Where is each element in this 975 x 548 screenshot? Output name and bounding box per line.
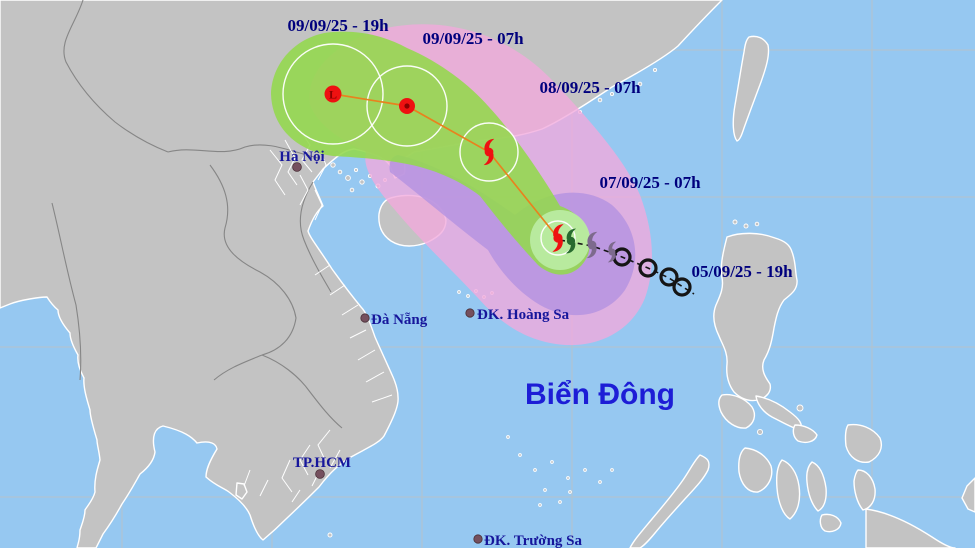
cone-green-forecast	[271, 31, 590, 275]
landmass-panay	[738, 447, 773, 493]
city-dot-tphcm	[315, 469, 325, 479]
sea-name-label: Biển Đông	[525, 378, 675, 411]
landmass-phuquoc	[235, 482, 248, 500]
province-borders	[243, 129, 393, 503]
time-label-0809-07h: 08/09/25 - 07h	[539, 78, 641, 97]
city-dot-danang	[360, 313, 370, 323]
landmass-luzon	[713, 232, 798, 402]
landmass-negros	[775, 459, 801, 520]
forecast-radius-circles	[282, 43, 576, 256]
city-dot-truongsa	[473, 534, 483, 544]
city-label-danang: Đà Nẵng	[371, 312, 428, 328]
city-label-hanoi: Hà Nội	[279, 149, 324, 165]
country-borders	[51, 0, 343, 429]
landmass-masbate	[792, 424, 818, 444]
tropical-depression-circle-icon	[659, 267, 679, 287]
landmass-taiwan	[732, 35, 770, 142]
time-label-0509-19h: 05/09/25 - 19h	[691, 262, 793, 281]
city-dot-hoangsa	[465, 308, 475, 318]
time-label-0709-07h: 07/09/25 - 07h	[599, 173, 701, 192]
low-pressure-letter: L	[329, 88, 337, 102]
time-label-0909-07h: 09/09/25 - 07h	[422, 29, 524, 48]
city-label-truongsa: ĐK. Trường Sa	[484, 533, 583, 548]
city-label-tphcm: TP.HCM	[293, 455, 351, 471]
low-pressure-L-icon: L	[324, 85, 342, 103]
landmass-samar	[844, 423, 883, 464]
storm-center-dot-icon	[399, 98, 415, 114]
tropical-depression-circle-icon	[672, 277, 692, 297]
landmass-leyte	[853, 469, 876, 511]
landmass-palawan	[629, 454, 710, 548]
landmass-cebu	[806, 461, 827, 512]
city-label-hoangsa: ĐK. Hoàng Sa	[477, 307, 570, 323]
forecast-track-line	[332, 93, 559, 239]
landmass-right-edge	[961, 477, 975, 513]
time-label-0909-19h: 09/09/25 - 19h	[287, 16, 389, 35]
tropical-depression-circle-icon	[638, 258, 658, 278]
landmass-bohol	[819, 513, 842, 533]
city-dot-hanoi	[292, 162, 302, 172]
city-dots	[292, 162, 483, 544]
landmass-mindoro	[718, 393, 756, 429]
